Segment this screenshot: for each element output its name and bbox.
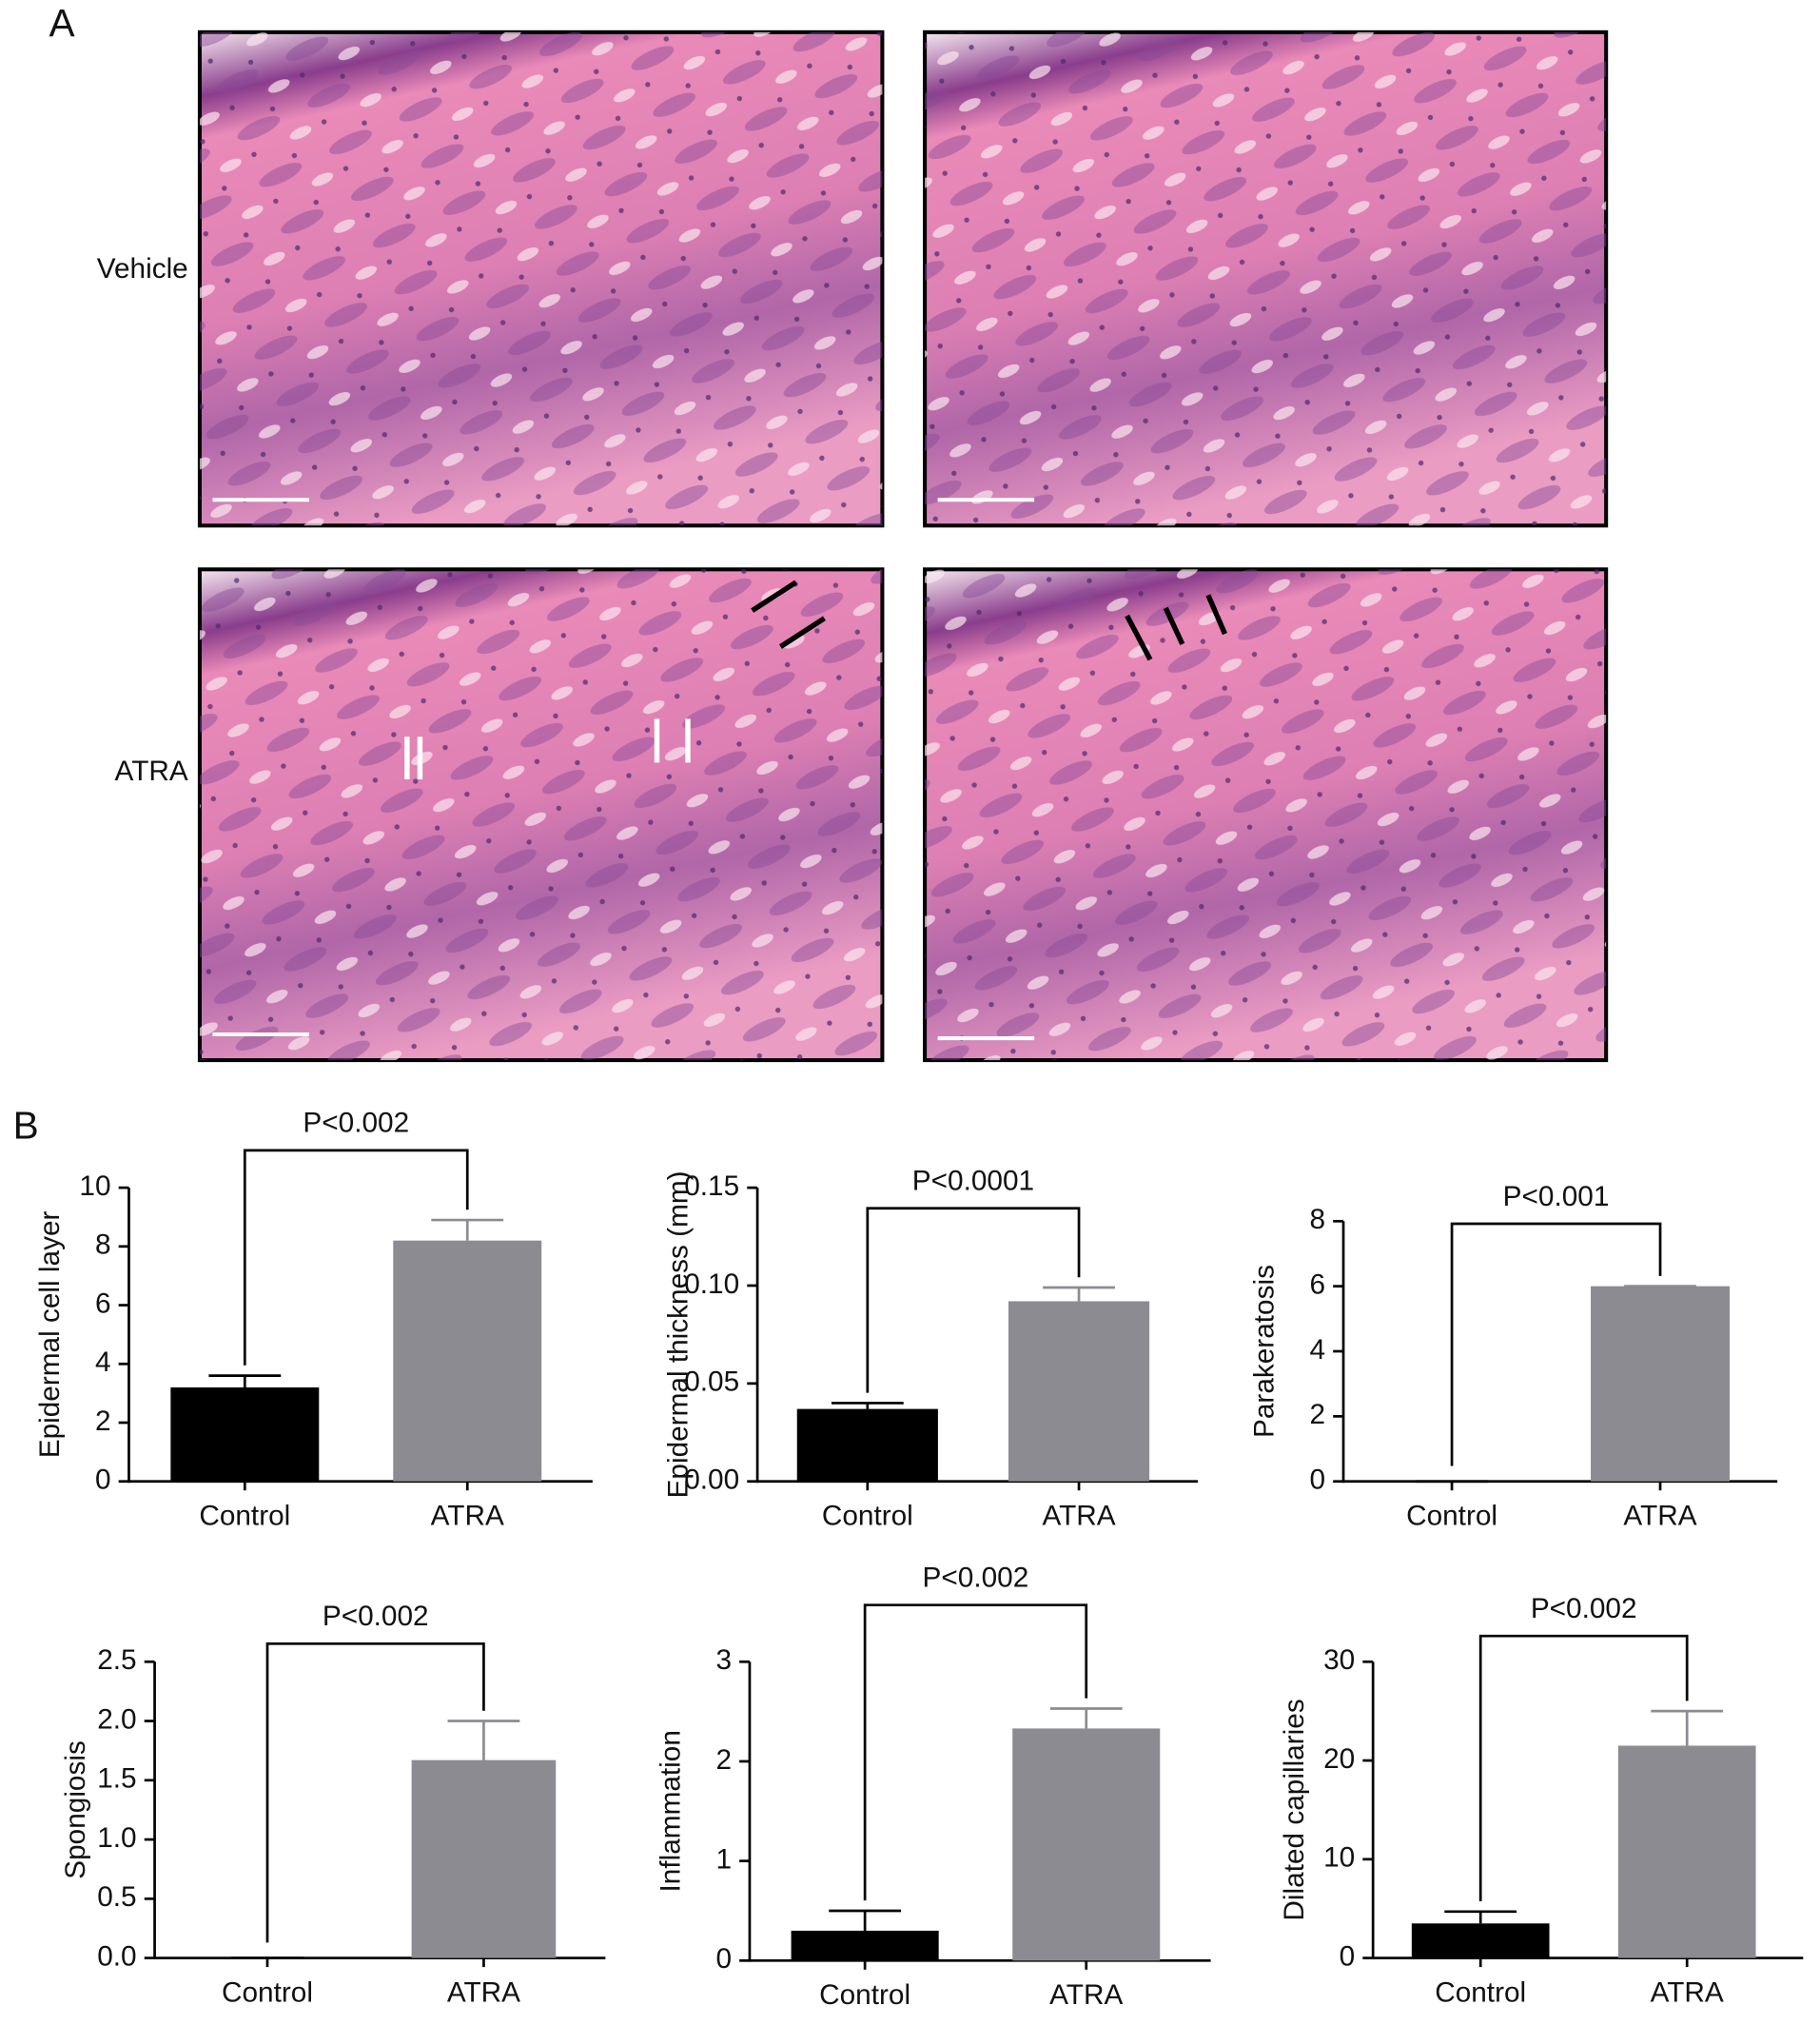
bar	[1012, 1728, 1161, 1961]
x-tick-label: Control	[1406, 1501, 1497, 1532]
y-tick-label: 2.0	[97, 1703, 136, 1735]
y-tick-label: 8	[95, 1229, 111, 1261]
y-tick-label: 6	[95, 1288, 111, 1319]
y-tick-label: 0.5	[97, 1881, 136, 1913]
y-tick-label: 0.0	[97, 1940, 136, 1972]
y-tick-label: 4	[1310, 1334, 1326, 1366]
error-bar	[1651, 1709, 1724, 1746]
bar	[393, 1240, 542, 1482]
white-arrows	[404, 718, 691, 779]
bar-chart: 0 10 20 30 Dilated capillaries Control ATRA P<0…	[1279, 1593, 1804, 2008]
y-tick-label: 0.15	[684, 1170, 739, 1202]
bar-chart: 0 1 2 3 Inflammation Control ATRA P<0.002	[656, 1562, 1211, 2011]
histology-panels	[197, 29, 1609, 1063]
y-tick-label: 0	[95, 1465, 111, 1496]
row-label: ATRA	[115, 756, 188, 787]
bar	[796, 1408, 938, 1482]
y-tick-label: 0	[1310, 1465, 1326, 1496]
y-axis-label: Epidermal cell layer	[34, 1210, 66, 1458]
error-bar	[208, 1374, 282, 1387]
panel-label: B	[13, 1104, 39, 1148]
y-tick-label: 2.5	[97, 1644, 136, 1676]
y-tick-label: 10	[79, 1170, 110, 1202]
significance-bracket	[1478, 1634, 1689, 1902]
y-tick-label: 0.00	[684, 1465, 739, 1496]
error-bar	[1049, 1707, 1123, 1729]
p-value: P<0.002	[923, 1562, 1029, 1593]
p-value: P<0.0001	[912, 1166, 1034, 1197]
bar-chart: 0.0 0.5 1.0 1.5 2.0 2.5 Spongiosis Control ATRA P…	[60, 1601, 606, 2008]
bar	[411, 1760, 557, 1958]
x-tick-label: ATRA	[1042, 1501, 1115, 1532]
y-tick-label: 2	[715, 1744, 732, 1776]
y-axis-label: Spongiosis	[60, 1740, 91, 1879]
y-tick-label: 10	[1323, 1842, 1355, 1874]
x-tick-label: ATRA	[1623, 1501, 1696, 1532]
error-bar	[431, 1218, 504, 1241]
error-bar	[829, 1909, 902, 1931]
x-tick-label: ATRA	[447, 1976, 520, 2008]
y-tick-label: 0.05	[684, 1366, 739, 1398]
row-label: Vehicle	[97, 253, 188, 285]
y-tick-label: 6	[1310, 1269, 1326, 1301]
significance-bracket	[243, 1149, 469, 1366]
y-axis-label: Dilated capillaries	[1279, 1699, 1310, 1920]
y-tick-label: 0	[1340, 1940, 1356, 1972]
p-value: P<0.002	[1531, 1593, 1637, 1624]
y-tick-label: 0	[715, 1943, 732, 1975]
scale-bars	[212, 498, 1035, 1041]
significance-bracket	[866, 1207, 1081, 1393]
bar	[1591, 1286, 1731, 1482]
x-tick-label: ATRA	[431, 1501, 504, 1532]
y-tick-label: 8	[1310, 1204, 1326, 1235]
y-tick-label: 1.0	[97, 1822, 136, 1854]
x-tick-label: Control	[819, 1979, 910, 2011]
histology-texture	[925, 569, 1607, 1061]
histology-texture	[199, 31, 883, 526]
x-tick-label: Control	[199, 1501, 290, 1532]
y-tick-label: 1.5	[97, 1763, 136, 1795]
bar	[791, 1930, 939, 1961]
bar-chart: 0 2 4 6 8 Parakeratosis Control ATRA P<0.001	[1249, 1181, 1778, 1532]
p-value: P<0.002	[303, 1108, 409, 1139]
y-tick-label: 3	[715, 1644, 732, 1676]
y-axis-label: Parakeratosis	[1249, 1265, 1281, 1438]
x-tick-label: Control	[222, 1976, 313, 2008]
x-tick-label: Control	[1435, 1976, 1526, 2008]
histology-texture	[925, 31, 1607, 526]
panel-label: A	[49, 1, 75, 45]
significance-bracket	[1450, 1222, 1662, 1466]
error-bar	[1043, 1286, 1115, 1302]
p-value: P<0.002	[323, 1601, 429, 1632]
x-tick-label: ATRA	[1049, 1979, 1123, 2011]
x-tick-label: Control	[822, 1501, 913, 1532]
p-value: P<0.001	[1503, 1181, 1610, 1212]
x-tick-label: ATRA	[1651, 1976, 1724, 2008]
significance-bracket	[863, 1603, 1088, 1901]
y-tick-label: 4	[95, 1347, 111, 1378]
arrows	[751, 580, 1227, 661]
y-tick-label: 0.10	[684, 1268, 739, 1300]
significance-bracket	[265, 1642, 485, 1943]
bar	[1008, 1301, 1150, 1482]
error-bar	[1444, 1910, 1517, 1924]
y-tick-label: 2	[95, 1406, 111, 1437]
bar	[1617, 1745, 1756, 1958]
bar-chart: 0 2 4 6 8 10 Epidermal cell layer Control ATRA P<…	[34, 1108, 593, 1532]
y-tick-label: 30	[1323, 1644, 1355, 1676]
bar	[1411, 1923, 1550, 1958]
y-tick-label: 2	[1310, 1399, 1326, 1430]
histology-texture	[199, 569, 883, 1061]
y-axis-label: Inflammation	[656, 1730, 687, 1892]
y-axis-label: Epidermal thickness (mm)	[663, 1170, 695, 1498]
bar	[170, 1386, 320, 1482]
y-tick-label: 1	[715, 1843, 732, 1875]
y-tick-label: 20	[1323, 1743, 1355, 1775]
error-bar	[831, 1402, 904, 1409]
error-bar	[447, 1720, 520, 1760]
